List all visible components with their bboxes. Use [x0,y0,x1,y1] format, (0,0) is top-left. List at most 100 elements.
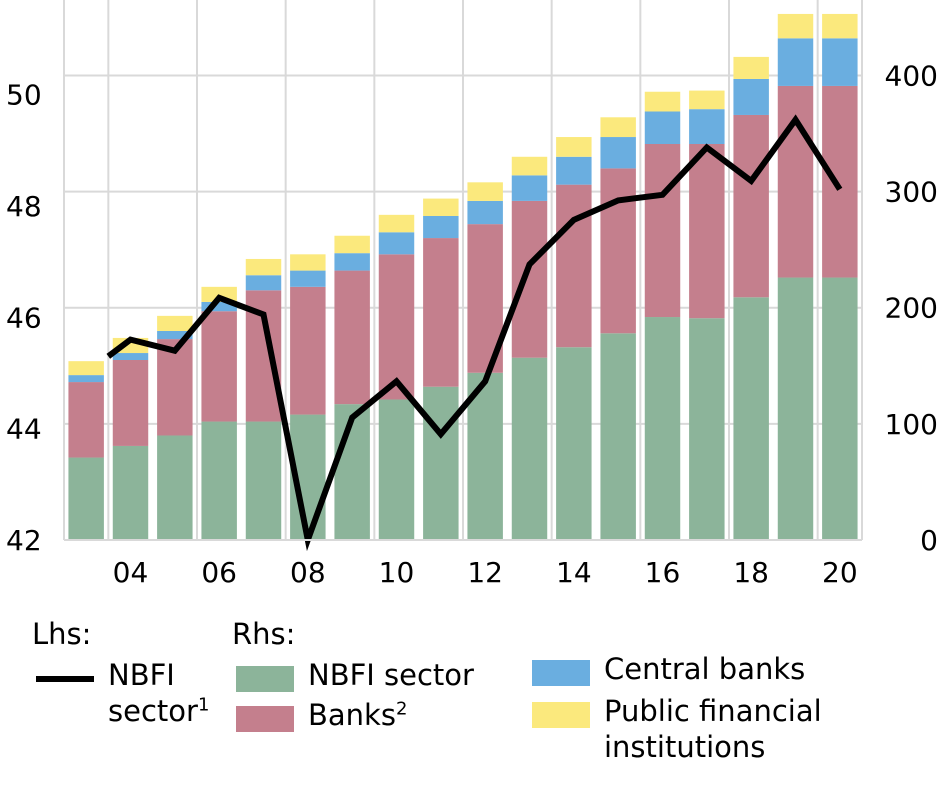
bar-central-banks-09 [334,253,370,271]
bar-nbfi-sector-03 [68,457,104,540]
bar-central-banks-19 [777,38,814,86]
x-tick-label-10: 10 [379,556,415,589]
x-tick-label-18: 18 [733,556,769,589]
bar-banks-13 [511,200,548,358]
bar-public-financial-institutions-10 [378,214,415,233]
bar-public-financial-institutions-09 [334,235,370,254]
bar-central-banks-17 [689,109,725,144]
bar-nbfi-sector-12 [467,372,503,540]
bar-banks-10 [378,254,415,400]
bar-public-financial-institutions-17 [689,90,725,110]
bar-nbfi-sector-05 [157,435,193,540]
legend-central-label: Central banks [604,652,806,686]
bar-central-banks-04 [112,353,149,360]
bar-banks-16 [644,144,681,318]
bar-public-financial-institutions-05 [157,315,193,331]
line-layer [106,114,843,552]
y-right-tick-label-300: 300 [885,176,938,209]
bar-public-financial-institutions-03 [68,361,104,376]
legend-line-swatch [36,676,94,682]
bar-central-banks-07 [245,275,282,291]
bar-banks-06 [201,311,237,422]
x-tick-label-20: 20 [822,556,858,589]
bar-banks-14 [556,184,592,348]
axes: 04 06 08 10 12 14 16 18 20 42 44 46 48 50 0 100 200 300 40… [6,59,938,589]
bar-public-financial-institutions-18 [733,56,769,79]
x-tick-label-12: 12 [467,556,503,589]
x-tick-label-16: 16 [645,556,681,589]
chart: 04 06 08 10 12 14 16 18 20 42 44 46 48 50 0 100 200 300 40… [6,0,938,589]
bar-public-financial-institutions-12 [467,182,503,201]
bar-banks-17 [689,144,725,319]
bar-banks-15 [600,168,636,334]
bar-nbfi-sector-20 [822,277,858,540]
legend-line-label: NBFI sector1 [108,658,210,728]
bar-central-banks-06 [201,301,237,312]
legend-lhs-heading: Lhs: [32,617,92,651]
legend-item-central-banks: Central banks [532,651,805,687]
bar-nbfi-sector-16 [644,317,681,540]
bar-central-banks-20 [822,38,858,86]
y-left-tick-label-48: 48 [6,190,42,223]
legend-banks-label: Banks2 [308,698,408,732]
y-left-tick-label-50: 50 [6,79,42,112]
bar-banks-04 [112,360,149,446]
x-tick-label-08: 08 [290,556,326,589]
legend-banks-swatch [236,706,294,732]
legend-pfi-swatch [532,702,590,728]
x-tick-label-04: 04 [113,556,149,589]
bar-public-financial-institutions-11 [423,198,459,216]
bar-public-financial-institutions-19 [777,13,814,39]
y-right-tick-label-100: 100 [885,408,938,441]
bar-central-banks-13 [511,175,548,201]
legend-item-nbfi-line: NBFI sector1 [36,657,209,729]
legend-item-banks: Banks2 [236,697,407,733]
bar-public-financial-institutions-13 [511,156,548,176]
bar-nbfi-sector-10 [378,399,415,540]
bar-public-financial-institutions-07 [245,258,282,276]
bar-nbfi-sector-13 [511,357,548,540]
bar-nbfi-sector-14 [556,347,592,540]
legend: Lhs: Rhs: NBFI sector1 NBFI sector Banks… [0,605,945,805]
bar-banks-11 [423,238,459,387]
bar-nbfi-sector-04 [112,445,149,540]
y-left-tick-label-42: 42 [6,524,42,557]
bar-central-banks-12 [467,200,503,225]
bar-central-banks-16 [644,111,681,144]
legend-rhs-heading: Rhs: [232,617,296,651]
bar-public-financial-institutions-16 [644,91,681,112]
bar-nbfi-sector-07 [245,421,282,540]
y-left-tick-label-46: 46 [6,301,42,334]
legend-item-public-financial: Public financial institutions [532,693,822,765]
bar-banks-08 [290,286,326,415]
bar-central-banks-18 [733,78,769,115]
y-left-tick-label-44: 44 [6,413,42,446]
y-right-tick-label-0: 0 [920,524,938,557]
bar-banks-05 [157,339,193,436]
bar-central-banks-08 [290,270,326,287]
y-right-tick-label-400: 400 [885,59,938,92]
bar-public-financial-institutions-15 [600,117,636,138]
bar-nbfi-sector-15 [600,333,636,540]
legend-nbfi-swatch [236,666,294,692]
bar-public-financial-institutions-14 [556,137,592,157]
bar-central-banks-05 [157,330,193,340]
legend-central-swatch [532,660,590,686]
bar-banks-03 [68,382,104,458]
bar-central-banks-15 [600,137,636,169]
x-tick-label-14: 14 [556,556,592,589]
bar-central-banks-11 [423,216,459,239]
line-nbfi-sector [106,114,843,552]
bar-banks-09 [334,270,370,405]
bar-banks-20 [822,85,858,278]
bar-nbfi-sector-18 [733,297,769,540]
bar-nbfi-sector-06 [201,421,237,540]
gridlines [63,0,863,540]
bar-central-banks-03 [68,375,104,383]
bar-public-financial-institutions-08 [290,254,326,271]
bar-banks-18 [733,114,769,298]
x-tick-label-06: 06 [201,556,237,589]
bar-nbfi-sector-19 [777,277,814,540]
legend-nbfi-label: NBFI sector [308,658,474,692]
bar-nbfi-sector-17 [689,318,725,540]
